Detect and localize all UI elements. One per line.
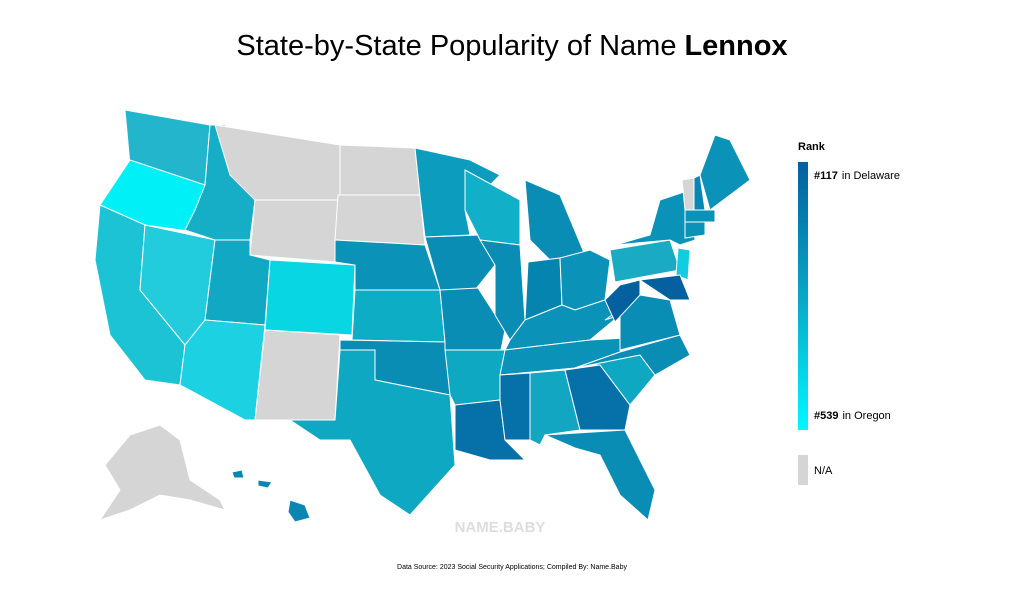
title: State-by-State Popularity of Name Lennox: [0, 30, 1024, 63]
source: Data Source: 2023 Social Security Applic…: [397, 564, 627, 571]
legend: Rank #117 in Delaware #539 in Oregon N/A: [798, 141, 900, 485]
state: [264, 259, 356, 336]
state: [288, 349, 456, 516]
state: [499, 372, 531, 441]
state: [684, 221, 706, 239]
rank: #539: [814, 410, 838, 422]
legend-top: #117 in Delaware: [814, 170, 900, 182]
state: [287, 499, 311, 523]
state: [424, 234, 496, 291]
state: [604, 279, 641, 323]
state: [339, 144, 421, 196]
color-scale: [798, 162, 808, 430]
watermark: NAME.BABY: [455, 519, 546, 536]
state: [638, 274, 691, 301]
state-label: in Oregon: [842, 410, 890, 422]
state: [564, 364, 631, 431]
state: [444, 349, 506, 406]
state: [544, 429, 656, 521]
state: [334, 194, 426, 246]
na-label: N/A: [814, 465, 833, 477]
state: [414, 147, 501, 238]
state: [249, 199, 341, 263]
state: [609, 239, 681, 283]
state: [351, 289, 446, 343]
title-name: Lennox: [684, 30, 788, 62]
state: [524, 179, 586, 261]
na-swatch: [798, 455, 808, 485]
state: [98, 424, 226, 521]
rank: #117: [814, 170, 838, 182]
states: [94, 109, 751, 523]
title-text: State-by-State Popularity of Name: [236, 30, 677, 62]
state: [675, 247, 691, 281]
state: [179, 319, 266, 421]
legend-title: Rank: [798, 141, 826, 153]
state: [574, 334, 691, 376]
state: [231, 469, 245, 479]
legend-bottom: #539 in Oregon: [814, 410, 891, 422]
state: [684, 209, 716, 223]
state: [699, 134, 751, 211]
state: [254, 329, 341, 421]
state: [614, 189, 696, 246]
state: [257, 479, 273, 489]
state-label: in Delaware: [842, 170, 900, 182]
